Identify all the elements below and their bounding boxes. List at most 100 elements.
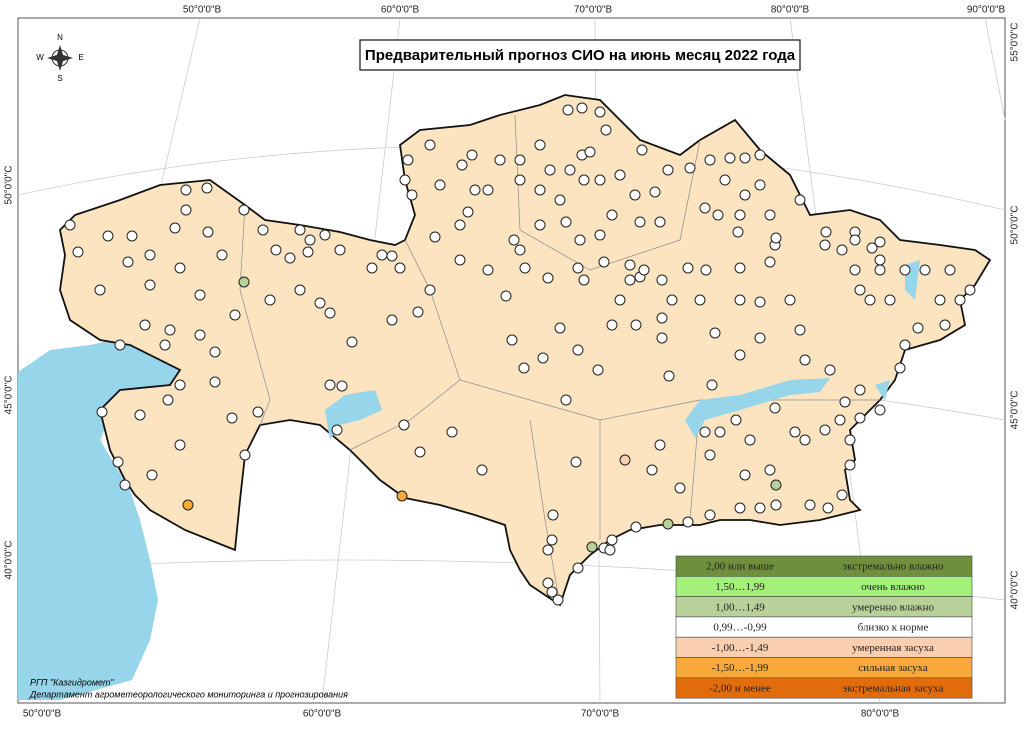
station xyxy=(604,544,616,556)
station xyxy=(547,509,559,521)
legend-label: умеренно влажно xyxy=(852,601,935,613)
title: Предварительный прогноз СИО на июнь меся… xyxy=(365,47,796,64)
legend-label: близко к норме xyxy=(858,622,929,634)
station xyxy=(412,306,424,318)
station xyxy=(656,312,668,324)
station xyxy=(542,544,554,556)
station xyxy=(159,339,171,351)
station xyxy=(819,239,831,251)
station xyxy=(144,279,156,291)
station xyxy=(699,426,711,438)
station xyxy=(919,264,931,276)
station xyxy=(734,294,746,306)
station xyxy=(649,186,661,198)
station xyxy=(634,216,646,228)
compass-n: N xyxy=(57,33,63,42)
station xyxy=(874,264,886,276)
station xyxy=(119,479,131,491)
station xyxy=(734,349,746,361)
station xyxy=(834,414,846,426)
station xyxy=(544,164,556,176)
station xyxy=(180,184,192,196)
legend: 2,00 или выше экстремально влажно 1,50…1,9… xyxy=(675,555,973,699)
station xyxy=(406,189,418,201)
legend-swatch xyxy=(675,677,973,699)
caspian-sea xyxy=(18,334,186,700)
station xyxy=(714,426,726,438)
legend-label: очень влажно xyxy=(861,581,925,593)
coord-label: 50°0'0"С xyxy=(1010,206,1021,245)
station xyxy=(820,226,832,238)
legend-range: -2,00 и менее xyxy=(709,682,771,694)
station xyxy=(182,499,194,511)
coord-label: 45°0'0"С xyxy=(4,376,15,415)
station xyxy=(429,231,441,243)
legend-range: 0,99…-0,99 xyxy=(713,622,767,634)
station xyxy=(562,104,574,116)
station xyxy=(72,246,84,258)
station xyxy=(424,139,436,151)
station xyxy=(836,489,848,501)
station xyxy=(704,154,716,166)
station xyxy=(238,204,250,216)
station xyxy=(884,294,896,306)
coord-label: 40°0'0"С xyxy=(4,541,15,580)
compass-s: S xyxy=(57,74,62,83)
station xyxy=(662,518,674,530)
station xyxy=(864,294,876,306)
station xyxy=(554,194,566,206)
station xyxy=(284,252,296,264)
coord-label: 80°0'0"В xyxy=(771,5,810,16)
station xyxy=(770,232,782,244)
station xyxy=(216,249,228,261)
station xyxy=(656,274,668,286)
station xyxy=(319,229,331,241)
station xyxy=(646,464,658,476)
station xyxy=(939,319,951,331)
station xyxy=(202,226,214,238)
station xyxy=(734,262,746,274)
station xyxy=(376,249,388,261)
station xyxy=(252,406,264,418)
station xyxy=(592,364,604,376)
station xyxy=(709,327,721,339)
station xyxy=(324,307,336,319)
station xyxy=(799,434,811,446)
station xyxy=(764,209,776,221)
station xyxy=(854,284,866,296)
station xyxy=(662,164,674,176)
meridian xyxy=(984,17,1006,121)
kazakhstan xyxy=(59,94,992,607)
station xyxy=(874,236,886,248)
station xyxy=(606,534,618,546)
station xyxy=(304,234,316,246)
station xyxy=(899,339,911,351)
station xyxy=(912,322,924,334)
station xyxy=(174,379,186,391)
station xyxy=(546,586,558,598)
region-border xyxy=(459,379,880,421)
station xyxy=(724,152,736,164)
station xyxy=(954,294,966,306)
station xyxy=(466,149,478,161)
credit: РГП "Казгидромет" xyxy=(30,677,114,687)
compass-ring xyxy=(51,49,69,67)
legend-label: умеренная засуха xyxy=(852,642,934,654)
station xyxy=(209,346,221,358)
legend-label: экстремально влажно xyxy=(843,561,944,573)
legend-label: сильная засуха xyxy=(858,662,928,674)
station xyxy=(331,424,343,436)
station xyxy=(454,254,466,266)
station xyxy=(874,404,886,416)
station xyxy=(514,154,526,166)
station xyxy=(844,459,856,471)
station xyxy=(229,309,241,321)
station xyxy=(508,234,520,246)
title-box xyxy=(359,39,801,71)
station xyxy=(134,409,146,421)
coord-label: 55°0'0"С xyxy=(1010,23,1021,62)
station xyxy=(874,254,886,266)
station xyxy=(784,294,796,306)
station xyxy=(482,184,494,196)
station xyxy=(576,102,588,114)
